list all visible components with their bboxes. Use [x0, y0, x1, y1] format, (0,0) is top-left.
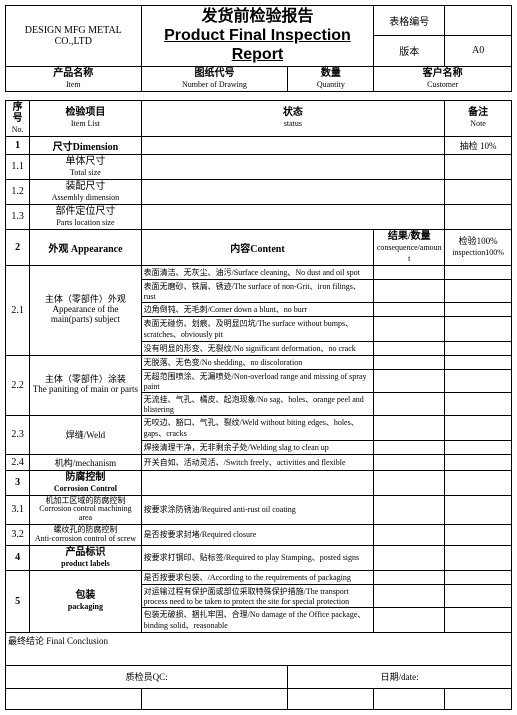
- sec1-no: 1: [6, 136, 30, 154]
- row-1-1-no: 1.1: [6, 154, 30, 179]
- row-3-2-c: 是否按要求封堵/Required closure: [141, 524, 374, 545]
- sec3-no: 3: [6, 470, 30, 495]
- row-1-3-no: 1.3: [6, 204, 30, 229]
- col-no: 序号No.: [6, 100, 30, 136]
- row-2-4-c1: 开关自如、活动灵活、/Switch freely、activities and …: [141, 454, 374, 470]
- row-2-1-c4: 表面无碰伤、划痕、及明显凹坑/The surface without bumps…: [141, 316, 374, 341]
- sec2-title: 外观 Appearance: [30, 229, 141, 265]
- row-2-2-c3: 无流挂、气孔、橘皮、起泡现象/No sag、holes、orange peel …: [141, 392, 374, 415]
- row-1-2-no: 1.2: [6, 179, 30, 204]
- row-3-2-item: 螺纹孔的防腐控制 Anti-corrosion control of screw: [30, 524, 141, 545]
- company-name: DESIGN MFG METAL CO.,LTD: [6, 6, 142, 67]
- product-name-label: 产品名称 Item: [6, 66, 142, 91]
- version-label: 版本: [374, 36, 445, 66]
- row-2-1-c1: 表面清洁、无灰尘、油污/Surface cleaning、No dust and…: [141, 265, 374, 279]
- drawing-label: 图纸代号 Number of Drawing: [141, 66, 288, 91]
- report-title: 发货前检验报告 Product Final Inspection Report: [141, 6, 374, 67]
- row-3-1-item: 机加工区域的防腐控制 Corrosion control machining a…: [30, 495, 141, 524]
- row-3-1-no: 3.1: [6, 495, 30, 524]
- row-4-c: 按要求打钢印、贴标签/Required to play Stamping、pos…: [141, 545, 374, 570]
- version-value: A0: [445, 36, 512, 66]
- sec3-title: 防腐控制Corrosion Control: [30, 470, 141, 495]
- row-2-2-c2: 无超范围喷涂、无漏喷处/Non-overload range and missi…: [141, 369, 374, 392]
- row-1-1-item: 单体尺寸Total size: [30, 154, 141, 179]
- sec4-title: 产品标识product labels: [30, 545, 141, 570]
- inspection-report-table: DESIGN MFG METAL CO.,LTD 发货前检验报告 Product…: [5, 5, 512, 710]
- form-no-label: 表格编号: [374, 6, 445, 36]
- row-1-2-item: 装配尺寸Assembly dimension: [30, 179, 141, 204]
- row-2-1-c3: 边角倒钝、无毛刺/Corner down a blunt、no burr: [141, 302, 374, 316]
- row-2-3-c1: 无咬边、豁口、气孔、裂纹/Weld without biting edges、h…: [141, 415, 374, 440]
- col-item: 检验项目Item List: [30, 100, 141, 136]
- sec5-no: 5: [6, 570, 30, 632]
- sec5-title: 包装packaging: [30, 570, 141, 632]
- row-2-3-no: 2.3: [6, 415, 30, 454]
- row-2-2-no: 2.2: [6, 355, 30, 415]
- row-2-4-item: 机构/mechanism: [30, 454, 141, 470]
- final-conclusion: 最终结论 Final Conclusion: [6, 632, 512, 665]
- date-label: 日期/date:: [288, 665, 512, 688]
- qty-label: 数量 Quantity: [288, 66, 374, 91]
- sec1-title: 尺寸Dimension: [30, 136, 141, 154]
- row-2-2-c1: 无脱落、无色变/No shedding、no discoloration: [141, 355, 374, 369]
- row-2-4-no: 2.4: [6, 454, 30, 470]
- row-5-c1: 是否按要求包装、/According to the requirements o…: [141, 570, 374, 584]
- row-2-2-item: 主体（零部件）涂装 The paniting of main or parts: [30, 355, 141, 415]
- row-2-1-c5: 没有明显的形变、无裂纹/No significant deformation、n…: [141, 341, 374, 355]
- row-2-3-c2: 焊接清理干净，无非剩余子处/Welding slag to clean up: [141, 440, 374, 454]
- sec2-content-hdr: 内容Content: [141, 229, 374, 265]
- row-5-c2: 对运输过程有保护面或部位采取特殊保护措施/The transport proce…: [141, 584, 374, 607]
- row-3-1-c: 按要求涂防锈油/Required anti-rust oil coating: [141, 495, 374, 524]
- form-no-value: [445, 6, 512, 36]
- row-2-1-no: 2.1: [6, 265, 30, 355]
- sec2-result-hdr: 结果/数量consequence/amount: [374, 229, 445, 265]
- sec2-no: 2: [6, 229, 30, 265]
- sec2-note: 检验100%inspection100%: [445, 229, 512, 265]
- row-2-1-c2: 表面无磨砂、铁屑、锈迹/The surface of non-Grit、iron…: [141, 279, 374, 302]
- row-3-2-no: 3.2: [6, 524, 30, 545]
- row-5-c3: 包装无破损、捆扎牢固、合理/No damage of the Office pa…: [141, 607, 374, 632]
- sec1-note: 抽检 10%: [445, 136, 512, 154]
- customer-label: 客户名称 Customer: [374, 66, 512, 91]
- qc-label: 质检员QC:: [6, 665, 288, 688]
- row-2-1-item: 主体（零部件）外观 Appearance of the main(parts) …: [30, 265, 141, 355]
- row-1-3-item: 部件定位尺寸Parts location size: [30, 204, 141, 229]
- col-note: 备注Note: [445, 100, 512, 136]
- col-status: 状态status: [141, 100, 445, 136]
- sec4-no: 4: [6, 545, 30, 570]
- row-2-3-item: 焊缝/Weld: [30, 415, 141, 454]
